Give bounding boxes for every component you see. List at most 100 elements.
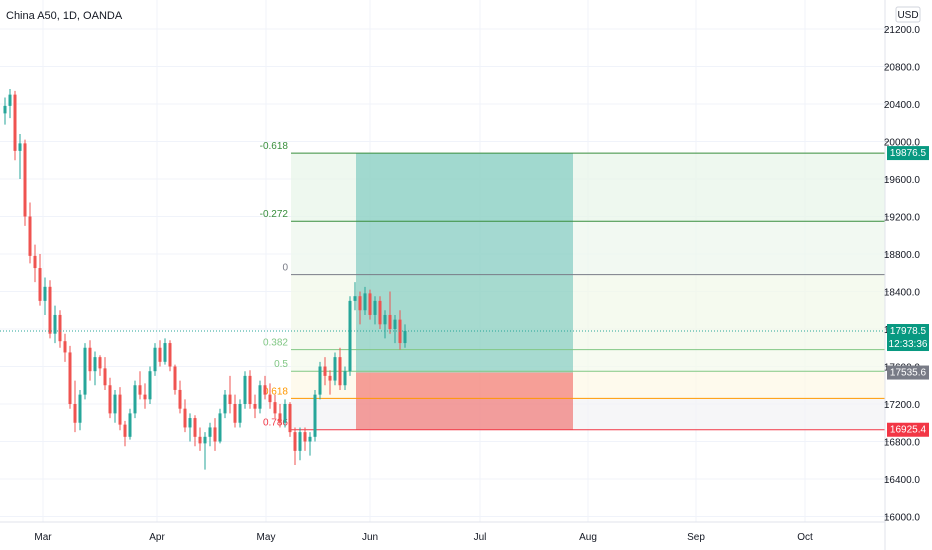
- candle-body: [203, 436, 207, 444]
- candle-body: [338, 357, 342, 386]
- candle-body: [128, 413, 132, 437]
- y-tick-label: 16400.0: [884, 475, 921, 486]
- loss-zone[interactable]: [356, 372, 573, 430]
- candle-body: [163, 343, 167, 362]
- candle-body: [278, 413, 282, 423]
- fib-zone: [291, 221, 885, 275]
- fib-label: 0: [282, 263, 288, 274]
- candle-body: [318, 366, 322, 395]
- candle-body: [313, 394, 317, 437]
- y-tick-label: 20000.0: [884, 138, 921, 149]
- candle-body: [343, 371, 347, 386]
- candle-body: [178, 389, 182, 409]
- candle-body: [283, 404, 287, 423]
- candle-body: [148, 371, 152, 400]
- candle-body: [133, 385, 137, 414]
- price-tag-label: 17978.5: [890, 326, 927, 337]
- candle-body: [33, 255, 37, 269]
- x-tick-label: Apr: [149, 532, 165, 543]
- candle-body: [98, 357, 102, 369]
- x-tick-label: Aug: [579, 532, 597, 543]
- candle-body: [388, 314, 392, 329]
- y-tick-label: 18800.0: [884, 250, 921, 261]
- x-tick-label: May: [257, 532, 276, 543]
- candle-body: [383, 314, 387, 325]
- time-axis[interactable]: Mar Apr May Jun Jul Aug Sep Oct: [34, 532, 813, 543]
- fib-zone: [291, 349, 885, 372]
- x-tick-label: Jun: [362, 532, 378, 543]
- countdown-label: 12:33:36: [889, 339, 928, 350]
- candle-body: [13, 94, 17, 151]
- candle-body: [193, 418, 197, 437]
- candle-body: [138, 385, 142, 395]
- candle-body: [353, 296, 357, 301]
- candle-body: [308, 436, 312, 442]
- fib-zone: [291, 153, 885, 222]
- candle-body: [48, 286, 52, 334]
- candle-body: [103, 368, 107, 386]
- candle-body: [293, 432, 297, 451]
- candle-body: [228, 394, 232, 404]
- price-tag-label: 17535.6: [890, 368, 927, 379]
- long-position-tool[interactable]: [356, 153, 573, 430]
- price-tag-bg: [887, 146, 929, 161]
- candle-body: [248, 375, 252, 404]
- candle-body: [358, 296, 362, 311]
- price-tag-bg: [887, 365, 929, 380]
- candle-body: [298, 432, 302, 451]
- candle-body: [123, 424, 127, 437]
- candle-body: [3, 105, 7, 114]
- candle-body: [58, 314, 62, 342]
- candle-body: [18, 143, 22, 151]
- candle-body: [393, 319, 397, 329]
- candle-body: [83, 347, 87, 395]
- y-tick-label: 19600.0: [884, 175, 921, 186]
- fibonacci-levels[interactable]: -0.618 -0.272 0 0.382 0.5 0.618 0.786: [260, 141, 885, 431]
- candle-body: [68, 352, 72, 404]
- y-tick-label: 21200.0: [884, 25, 921, 36]
- y-tick-label: 17200.0: [884, 400, 921, 411]
- fib-label: -0.272: [260, 209, 289, 220]
- candle-body: [43, 286, 47, 301]
- y-tick-label: 16800.0: [884, 438, 921, 449]
- candle-body: [238, 404, 242, 423]
- price-tags: 19876.5 17978.5 12:33:36 17535.6 16925.4: [887, 146, 929, 437]
- candle-body: [288, 404, 292, 433]
- candle-body: [258, 385, 262, 409]
- candle-body: [78, 394, 82, 423]
- x-tick-label: Oct: [797, 532, 813, 543]
- candle-body: [73, 404, 77, 423]
- candle-body: [368, 293, 372, 315]
- y-tick-label: 16000.0: [884, 513, 921, 524]
- candle-body: [243, 375, 247, 404]
- symbol-title: China A50, 1D, OANDA: [6, 10, 123, 22]
- candle-body: [363, 293, 367, 311]
- currency-button[interactable]: USD: [895, 6, 921, 23]
- price-axis[interactable]: 21200.0 20800.0 20400.0 20000.0 19600.0 19200…: [884, 25, 921, 550]
- candle-body: [303, 432, 307, 442]
- x-tick-label: Jul: [474, 532, 487, 543]
- candle-body: [213, 427, 217, 442]
- fib-label: 0.786: [263, 418, 288, 429]
- candle-body: [273, 402, 277, 414]
- candle-body: [323, 366, 327, 376]
- candle-body: [348, 300, 352, 372]
- candle-body: [378, 300, 382, 325]
- candle-body: [118, 394, 122, 425]
- y-tick-label: 18400.0: [884, 288, 921, 299]
- candle-body: [88, 347, 92, 372]
- candle-body: [198, 436, 202, 444]
- candle-body: [23, 143, 27, 217]
- candle-body: [263, 385, 267, 395]
- candlestick-series: [3, 89, 407, 470]
- profit-zone[interactable]: [356, 153, 573, 373]
- fibonacci-zones: [291, 153, 885, 430]
- candle-body: [168, 343, 172, 367]
- fib-label: 0.5: [274, 359, 288, 370]
- candle-body: [28, 216, 32, 256]
- candle-body: [108, 385, 112, 414]
- candle-body: [158, 347, 162, 362]
- price-tag-label: 16925.4: [890, 425, 927, 436]
- currency-label: USD: [897, 10, 918, 21]
